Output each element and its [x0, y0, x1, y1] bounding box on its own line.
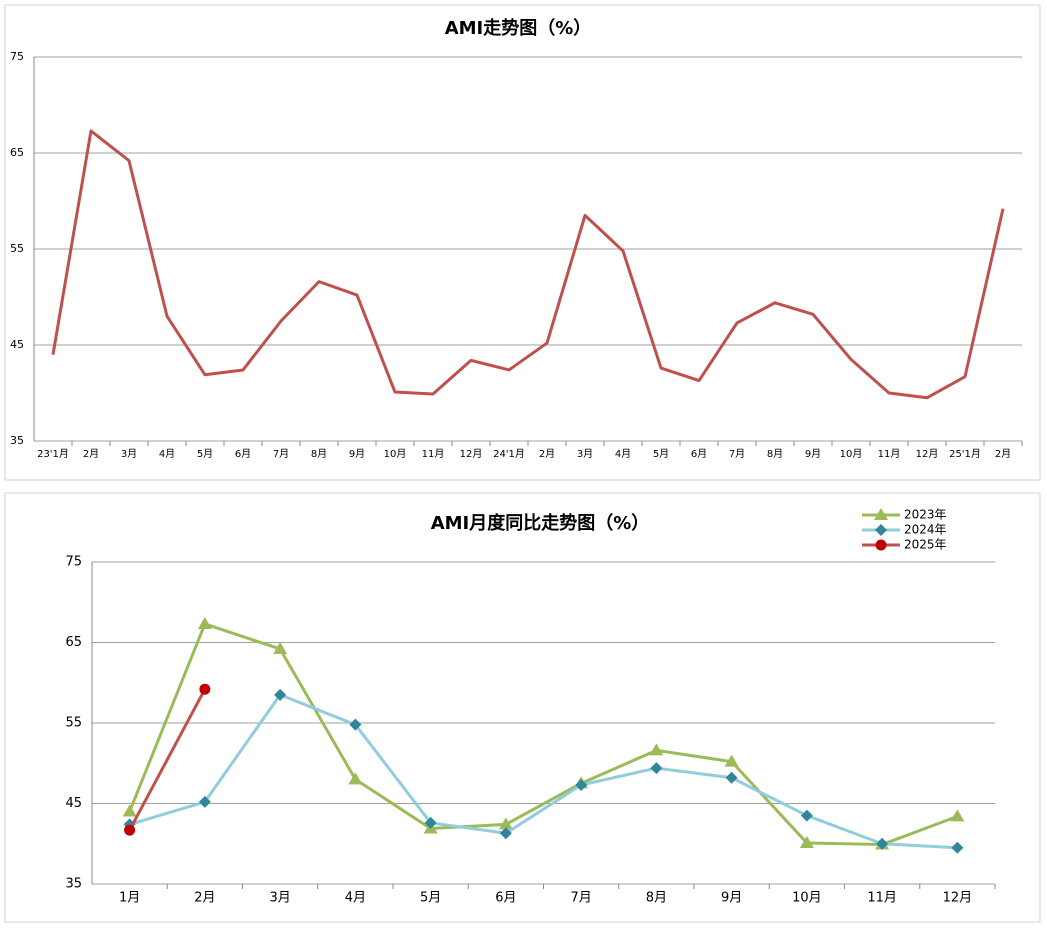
- legend-label: 2023年: [904, 508, 947, 522]
- marker: [424, 816, 437, 829]
- marker: [575, 778, 588, 791]
- marker: [725, 771, 738, 784]
- x-tick-label: 11月: [878, 448, 901, 460]
- x-tick-label: 2月: [83, 448, 99, 460]
- x-tick-label: 25'1月: [949, 448, 981, 460]
- x-tick-label: 5月: [197, 448, 213, 460]
- chart-frame: [4, 4, 1041, 481]
- chart-title: AMI月度同比走势图（%）: [431, 512, 650, 534]
- marker: [198, 795, 211, 808]
- x-tick-label: 12月: [943, 891, 973, 906]
- marker: [724, 754, 739, 767]
- x-tick-label: 6月: [235, 448, 251, 460]
- x-tick-label: 4月: [615, 448, 631, 460]
- marker: [951, 841, 964, 854]
- marker: [650, 762, 663, 775]
- legend-label: 2025年: [904, 538, 947, 552]
- marker: [799, 835, 814, 848]
- marker: [499, 827, 512, 840]
- x-tick-label: 8月: [311, 448, 327, 460]
- chart-title: AMI走势图（%）: [445, 17, 592, 39]
- marker: [199, 683, 211, 695]
- x-tick-label: 10月: [792, 891, 822, 906]
- x-tick-label: 8月: [767, 448, 783, 460]
- x-tick-label: 3月: [577, 448, 593, 460]
- x-tick-label: 5月: [653, 448, 669, 460]
- x-tick-label: 11月: [422, 448, 445, 460]
- y-tick-label: 55: [65, 716, 82, 731]
- x-tick-label: 4月: [345, 891, 366, 906]
- y-tick-label: 75: [10, 50, 24, 63]
- x-tick-label: 5月: [420, 891, 441, 906]
- x-tick-label: 2月: [539, 448, 555, 460]
- y-tick-label: 55: [10, 242, 24, 255]
- chart-frame: [4, 492, 1041, 923]
- legend-label: 2024年: [904, 523, 947, 537]
- x-tick-label: 24'1月: [493, 448, 525, 460]
- x-tick-label: 6月: [495, 891, 516, 906]
- series-line: [128, 622, 958, 847]
- marker: [800, 809, 813, 822]
- marker: [274, 688, 287, 701]
- marker: [876, 837, 889, 850]
- y-tick-label: 65: [65, 635, 82, 650]
- y-tick-label: 45: [65, 796, 82, 811]
- y-tick-label: 45: [10, 338, 24, 351]
- y-tick-label: 35: [10, 434, 24, 447]
- marker: [124, 824, 136, 836]
- x-tick-label: 23'1月: [37, 448, 69, 460]
- marker: [649, 743, 664, 756]
- x-tick-label: 7月: [273, 448, 289, 460]
- x-tick-label: 12月: [460, 448, 483, 460]
- x-tick-label: 9月: [805, 448, 821, 460]
- x-tick-label: 8月: [646, 891, 667, 906]
- series-line: [128, 688, 207, 831]
- marker: [348, 772, 363, 785]
- x-tick-label: 10月: [384, 448, 407, 460]
- x-tick-label: 3月: [269, 891, 290, 906]
- x-tick-label: 11月: [867, 891, 897, 906]
- series-line: [129, 693, 958, 850]
- marker: [875, 539, 887, 551]
- x-tick-label: 9月: [349, 448, 365, 460]
- x-tick-label: 12月: [916, 448, 939, 460]
- x-tick-label: 7月: [729, 448, 745, 460]
- marker: [498, 817, 513, 830]
- marker: [875, 524, 887, 536]
- x-tick-label: 2月: [194, 891, 215, 906]
- x-tick-label: 4月: [159, 448, 175, 460]
- x-tick-label: 9月: [721, 891, 742, 906]
- marker: [122, 804, 137, 817]
- marker: [197, 616, 212, 629]
- x-tick-label: 7月: [570, 891, 591, 906]
- x-tick-label: 2月: [995, 448, 1011, 460]
- x-tick-label: 3月: [121, 448, 137, 460]
- y-tick-label: 75: [65, 555, 82, 570]
- series-line: [51, 129, 1005, 400]
- y-tick-label: 65: [10, 146, 24, 159]
- x-tick-label: 6月: [691, 448, 707, 460]
- marker: [950, 809, 965, 822]
- marker: [273, 641, 288, 654]
- marker: [349, 718, 362, 731]
- x-tick-label: 1月: [119, 891, 140, 906]
- marker: [874, 508, 888, 520]
- y-tick-label: 35: [65, 877, 82, 892]
- x-tick-label: 10月: [840, 448, 863, 460]
